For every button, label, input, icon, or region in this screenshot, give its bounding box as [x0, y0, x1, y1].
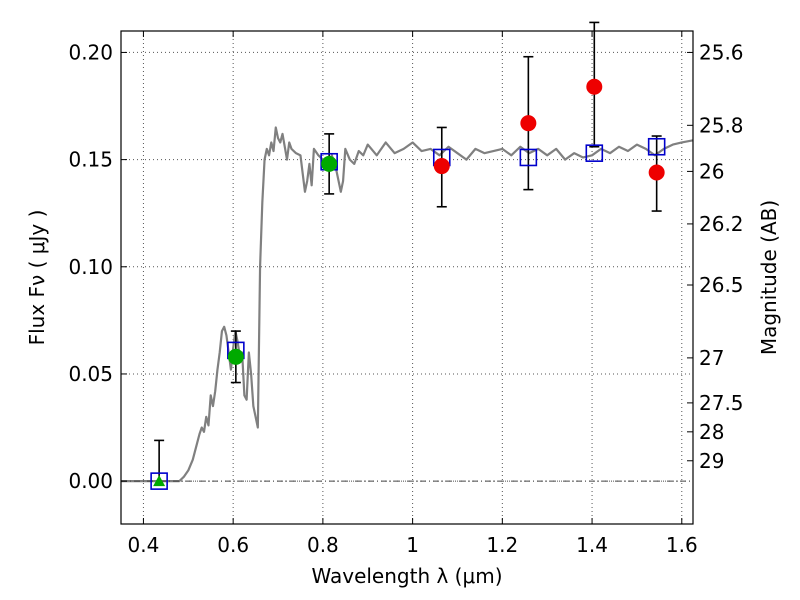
magnitude-tick-label: 29: [699, 449, 724, 473]
magnitude-tick-label: 27.5: [699, 391, 744, 415]
x-tick-label: 0.8: [307, 533, 339, 557]
x-tick-label: 0.4: [128, 533, 160, 557]
magnitude-tick-label: 26.5: [699, 273, 744, 297]
magnitude-axis-ticks: 25.6 25.8 26 26.2 26.5 27 27.5 28 29: [687, 40, 744, 473]
magnitude-tick-label: 26.2: [699, 212, 744, 236]
model-flux-marker: [647, 137, 666, 156]
template-spectrum: [121, 126, 694, 483]
x-tick-label: 0.6: [217, 533, 249, 557]
magnitude-axis-title: Magnitude (AB): [757, 200, 781, 355]
model-flux-marker: [585, 144, 604, 162]
observed-flux-marker: [648, 164, 665, 181]
x-tick-label: 1.2: [486, 533, 518, 557]
x-tick-label: 1.6: [666, 533, 698, 557]
y-axis-title: Flux Fν ( μJy ): [25, 210, 49, 346]
y-axis-ticks: 0.00 0.05 0.10 0.15 0.20: [68, 40, 127, 493]
x-tick-label: 1: [406, 533, 419, 557]
magnitude-tick-label: 28: [699, 420, 724, 444]
markers: [150, 78, 666, 490]
upper-limit-marker: [153, 475, 166, 487]
grid: [121, 31, 693, 524]
x-axis-title: Wavelength λ (μm): [311, 564, 502, 588]
observed-flux-marker: [321, 155, 338, 172]
x-axis-ticks: 0.4 0.6 0.8 1 1.2 1.4 1.6: [128, 31, 698, 557]
spectrum-line: [121, 126, 694, 483]
x-tick-label: 1.4: [576, 533, 608, 557]
y-tick-label: 0.10: [68, 255, 113, 279]
magnitude-tick-label: 25.8: [699, 113, 744, 137]
y-tick-label: 0.00: [68, 469, 113, 493]
magnitude-tick-label: 26: [699, 159, 724, 183]
observed-flux-marker: [227, 348, 244, 365]
observed-flux-marker: [520, 115, 537, 132]
observed-flux-marker: [586, 78, 603, 95]
y-tick-label: 0.20: [68, 40, 113, 64]
y-tick-label: 0.05: [68, 362, 113, 386]
observed-flux-marker: [433, 158, 450, 175]
y-tick-label: 0.15: [68, 148, 113, 172]
magnitude-tick-label: 27: [699, 346, 724, 370]
plot-frame: [120, 30, 694, 525]
error-bars: [154, 21, 662, 482]
model-flux-marker: [150, 472, 168, 490]
model-flux-marker: [519, 148, 538, 167]
magnitude-tick-label: 25.6: [699, 40, 744, 64]
